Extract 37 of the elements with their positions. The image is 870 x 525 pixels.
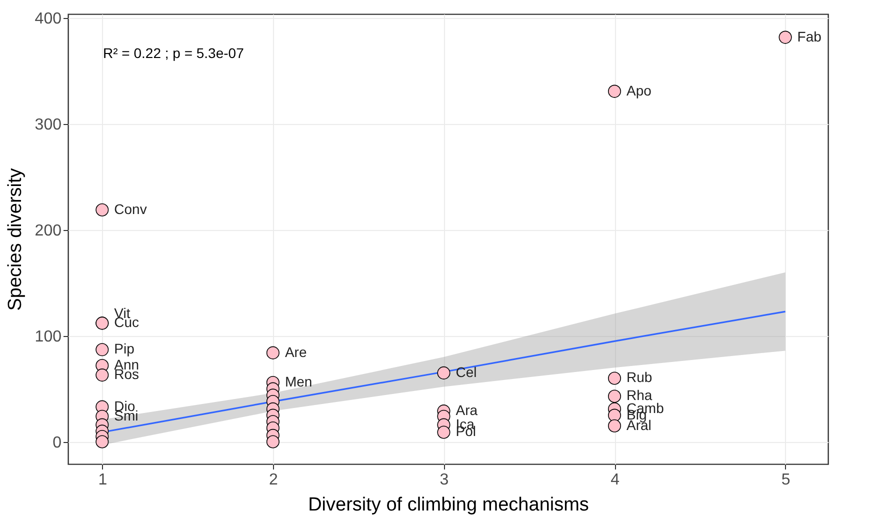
annotation: R² = 0.22 ; p = 5.3e-07 [103,45,244,61]
x-tick-label: 1 [98,472,108,488]
annotation: Men [284,373,312,390]
annotation: Pip [114,340,135,357]
point [437,366,450,380]
y-axis-title: Species diversity [4,168,26,311]
point [266,346,280,360]
annotation: Ara [456,402,478,418]
annotation: Rub [626,369,652,386]
x-tick-label: 2 [268,472,278,488]
point [608,419,622,432]
annotation: Apo [626,82,652,98]
point [608,408,622,422]
point [608,84,622,98]
point [96,368,109,382]
annotation: Rha [626,387,652,404]
annotation: Conv [114,200,147,217]
point [778,30,792,44]
annotation: Fab [797,28,822,44]
annotation: Cel [456,364,477,380]
point [608,390,622,403]
point [266,435,280,448]
x-axis-title: Diversity of climbing mechanisms [308,494,589,516]
annotation: Are [284,344,307,360]
x-tick-label: 4 [610,472,620,488]
y-tick-label: 200 [34,222,62,240]
point [437,426,450,439]
x-tick-label: 3 [440,472,449,488]
y-tick-label: 0 [52,434,62,452]
y-tick-label: 300 [34,116,62,134]
point [96,343,109,356]
point [96,435,109,448]
point [608,372,622,385]
y-tick-label: 100 [34,328,62,346]
y-tick-label: 400 [34,10,62,28]
x-tick-label: 5 [781,472,790,488]
point [96,203,109,216]
